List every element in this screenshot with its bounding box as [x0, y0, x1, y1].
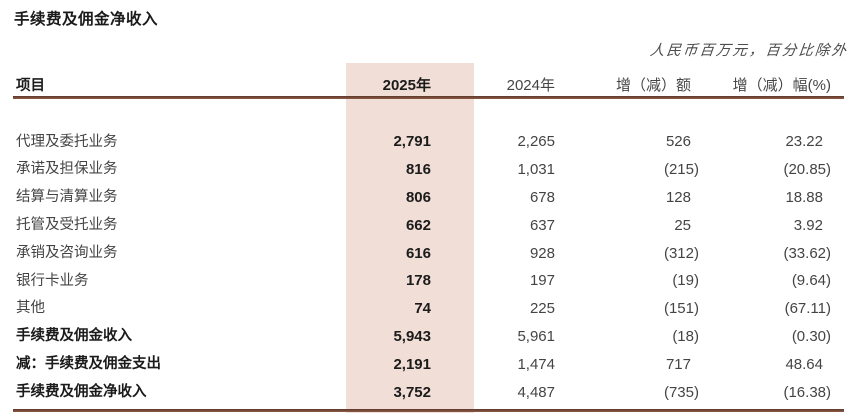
cell-2025-value: 806	[405, 188, 431, 206]
cell-change-percent: (67.11)	[784, 300, 831, 318]
cell-2024-value: 2,265	[517, 133, 555, 151]
header-divider-rule	[13, 96, 844, 99]
table-row: 手续费及佣金净收入 3,752 4,487 (735) (16.38)	[14, 378, 843, 406]
column-header-2025: 2025年	[382, 77, 431, 94]
cell-change-percent: (33.62)	[783, 244, 831, 262]
cell-change-amount: 526	[665, 133, 691, 151]
cell-2024-value: 225	[529, 300, 555, 318]
table-header-row: 项目 2025年 2024年 增（减）额 增（减）幅(%)	[14, 70, 843, 93]
cell-change-amount: (19)	[672, 272, 699, 290]
table-row: 结算与清算业务 806 678 128 18.88	[14, 184, 843, 212]
cell-2025-value: 616	[405, 244, 431, 262]
cell-2025-value: 2,791	[393, 133, 431, 151]
bottom-divider-rule	[13, 409, 844, 412]
column-header-change-percent: 增（减）幅(%)	[732, 77, 831, 94]
cell-change-amount: (151)	[663, 300, 699, 318]
row-label: 承销及咨询业务	[16, 244, 118, 261]
row-label: 其他	[16, 300, 45, 317]
cell-change-amount: 717	[665, 355, 691, 373]
column-header-2024: 2024年	[506, 77, 555, 94]
cell-change-percent: 23.22	[785, 133, 823, 151]
cell-2024-value: 637	[529, 216, 555, 234]
cell-2024-value: 4,487	[517, 383, 555, 401]
cell-2024-value: 678	[529, 188, 555, 206]
cell-change-amount: (215)	[663, 161, 699, 179]
cell-2025-value: 74	[414, 300, 431, 318]
table-row: 代理及委托业务 2,791 2,265 526 23.22	[14, 128, 843, 156]
cell-change-percent: 3.92	[793, 216, 823, 234]
cell-change-percent: (20.85)	[783, 161, 831, 179]
cell-change-percent: 48.64	[785, 355, 823, 373]
cell-2025-value: 5,943	[393, 327, 431, 345]
cell-change-percent: 18.88	[785, 188, 823, 206]
cell-2025-value: 178	[405, 272, 431, 290]
column-header-change-amount: 增（减）额	[615, 77, 691, 94]
cell-change-amount: 128	[665, 188, 691, 206]
table-row: 其他 74 225 (151) (67.11)	[14, 295, 843, 323]
cell-2024-value: 5,961	[517, 327, 555, 345]
page-title: 手续费及佣金净收入	[14, 11, 159, 28]
cell-2025-value: 3,752	[393, 383, 431, 401]
table-row: 托管及受托业务 662 637 25 3.92	[14, 211, 843, 239]
table-body: 代理及委托业务 2,791 2,265 526 23.22 承诺及担保业务 81…	[14, 128, 843, 406]
table-row: 承销及咨询业务 616 928 (312) (33.62)	[14, 239, 843, 267]
row-label: 托管及受托业务	[16, 217, 118, 234]
row-label: 银行卡业务	[16, 272, 89, 289]
table-row: 银行卡业务 178 197 (19) (9.64)	[14, 267, 843, 295]
cell-change-amount: 25	[674, 216, 691, 234]
row-label: 手续费及佣金净收入	[16, 383, 147, 400]
row-label: 代理及委托业务	[16, 133, 118, 150]
cell-change-amount: (735)	[663, 383, 699, 401]
units-note: 人民币百万元，百分比除外	[649, 43, 849, 59]
cell-change-amount: (18)	[672, 327, 699, 345]
cell-2024-value: 928	[529, 244, 555, 262]
cell-2024-value: 197	[529, 272, 555, 290]
cell-2024-value: 1,031	[517, 161, 555, 179]
cell-2025-value: 662	[405, 216, 431, 234]
column-header-item: 项目	[16, 77, 45, 94]
cell-change-percent: (9.64)	[791, 272, 831, 290]
table-row: 减：手续费及佣金支出 2,191 1,474 717 48.64	[14, 350, 843, 378]
cell-change-amount: (312)	[663, 244, 699, 262]
table-row: 手续费及佣金收入 5,943 5,961 (18) (0.30)	[14, 323, 843, 351]
row-label: 承诺及担保业务	[16, 161, 118, 178]
row-label: 结算与清算业务	[16, 189, 118, 206]
row-label: 手续费及佣金收入	[16, 328, 132, 345]
table-row: 承诺及担保业务 816 1,031 (215) (20.85)	[14, 156, 843, 184]
cell-change-percent: (0.30)	[791, 327, 831, 345]
row-label: 减：手续费及佣金支出	[16, 356, 161, 373]
cell-2025-value: 816	[405, 161, 431, 179]
cell-2024-value: 1,474	[517, 355, 555, 373]
cell-change-percent: (16.38)	[783, 383, 831, 401]
cell-2025-value: 2,191	[393, 355, 431, 373]
highlight-band-2025	[346, 63, 474, 413]
